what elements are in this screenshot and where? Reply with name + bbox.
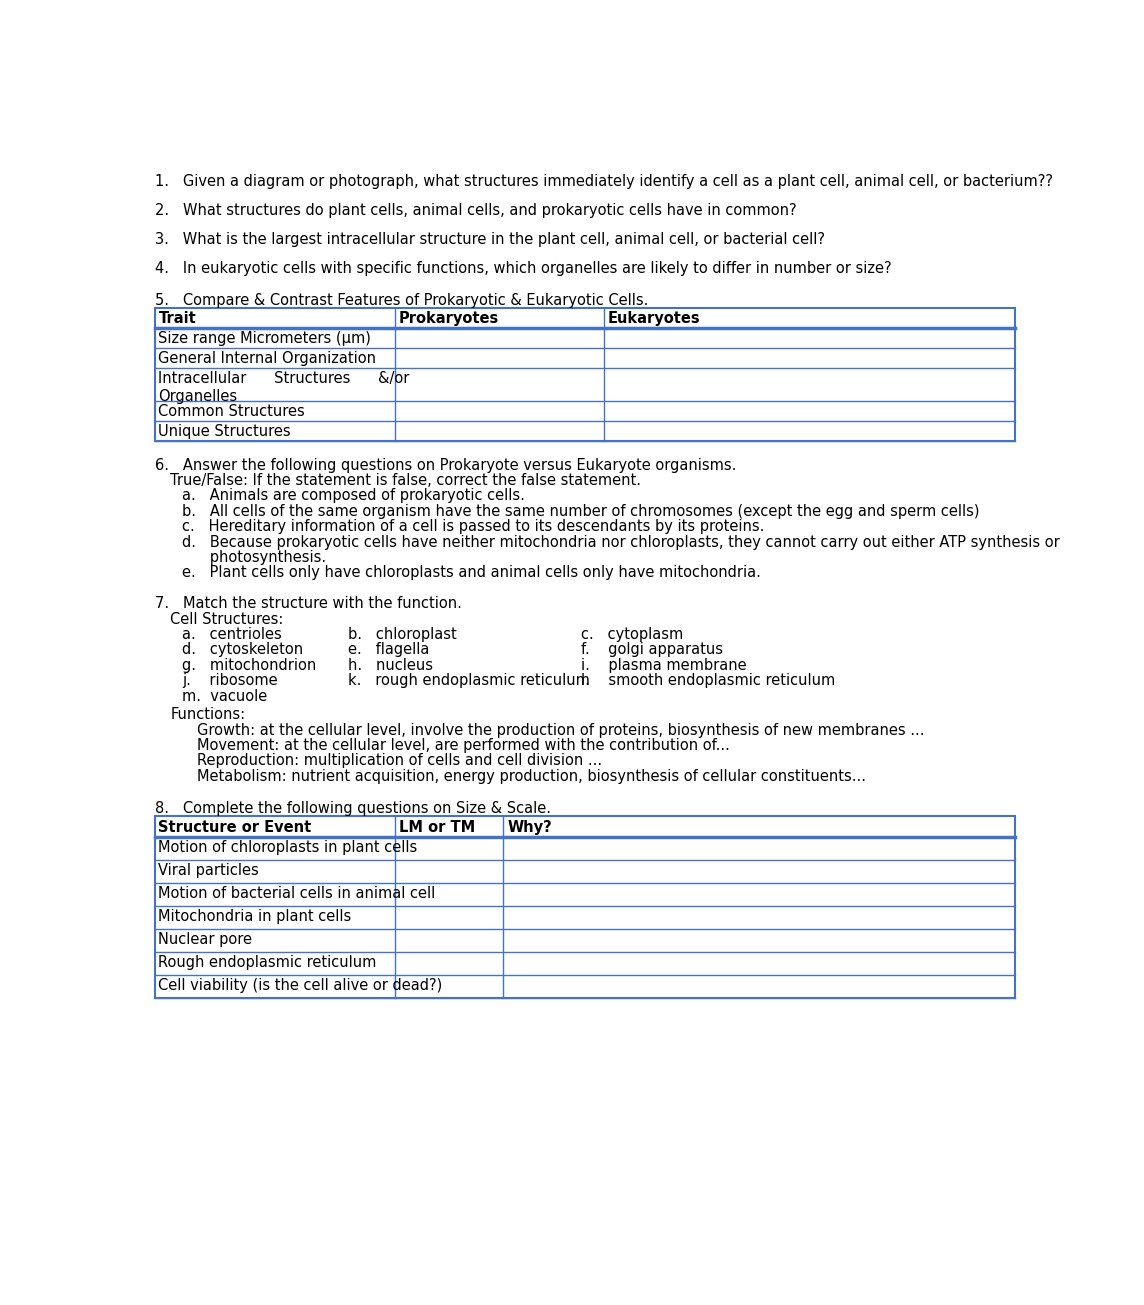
Text: Motion of chloroplasts in plant cells: Motion of chloroplasts in plant cells <box>159 839 418 855</box>
Text: b.   chloroplast: b. chloroplast <box>349 628 458 642</box>
Text: e.   flagella: e. flagella <box>349 642 430 658</box>
Text: Viral particles: Viral particles <box>159 863 260 878</box>
Text: photosynthesis.: photosynthesis. <box>182 551 326 565</box>
Text: k.   rough endoplasmic reticulum: k. rough endoplasmic reticulum <box>349 673 590 688</box>
Text: Unique Structures: Unique Structures <box>159 424 291 438</box>
Text: 5.   Compare & Contrast Features of Prokaryotic & Eukaryotic Cells.: 5. Compare & Contrast Features of Prokar… <box>154 292 648 308</box>
Text: Trait: Trait <box>159 312 197 326</box>
Text: 4.   In eukaryotic cells with specific functions, which organelles are likely to: 4. In eukaryotic cells with specific fun… <box>154 261 891 277</box>
Text: c.   Hereditary information of a cell is passed to its descendants by its protei: c. Hereditary information of a cell is p… <box>182 519 764 534</box>
Text: j.    ribosome: j. ribosome <box>182 673 277 688</box>
Text: 8.   Complete the following questions on Size & Scale.: 8. Complete the following questions on S… <box>154 801 550 816</box>
Text: d.   cytoskeleton: d. cytoskeleton <box>182 642 303 658</box>
Text: Reproduction: multiplication of cells and cell division ...: Reproduction: multiplication of cells an… <box>197 753 603 769</box>
Text: Movement: at the cellular level, are performed with the contribution of...: Movement: at the cellular level, are per… <box>197 737 730 753</box>
Text: l.    smooth endoplasmic reticulum: l. smooth endoplasmic reticulum <box>581 673 835 688</box>
Text: Functions:: Functions: <box>170 707 245 722</box>
Text: 2.   What structures do plant cells, animal cells, and prokaryotic cells have in: 2. What structures do plant cells, anima… <box>154 202 796 218</box>
Text: General Internal Organization: General Internal Organization <box>159 351 376 367</box>
Text: True/False: If the statement is false, correct the false statement.: True/False: If the statement is false, c… <box>170 474 641 488</box>
Text: Cell viability (is the cell alive or dead?): Cell viability (is the cell alive or dea… <box>159 979 443 993</box>
Text: Why?: Why? <box>507 820 553 835</box>
Text: Eukaryotes: Eukaryotes <box>607 312 700 326</box>
Text: Common Structures: Common Structures <box>159 403 305 419</box>
Bar <box>154 817 1015 998</box>
Text: m.  vacuole: m. vacuole <box>182 689 267 703</box>
Text: Mitochondria in plant cells: Mitochondria in plant cells <box>159 908 351 924</box>
Text: a.   centrioles: a. centrioles <box>182 628 281 642</box>
Text: Prokaryotes: Prokaryotes <box>399 312 499 326</box>
Bar <box>154 308 1015 441</box>
Text: Intracellular      Structures      &/or
Organelles: Intracellular Structures &/or Organelles <box>159 372 410 403</box>
Text: Motion of bacterial cells in animal cell: Motion of bacterial cells in animal cell <box>159 886 436 900</box>
Text: e.   Plant cells only have chloroplasts and animal cells only have mitochondria.: e. Plant cells only have chloroplasts an… <box>182 565 761 581</box>
Text: 7.   Match the structure with the function.: 7. Match the structure with the function… <box>154 596 461 611</box>
Text: i.    plasma membrane: i. plasma membrane <box>581 658 747 673</box>
Text: Cell Structures:: Cell Structures: <box>170 612 284 626</box>
Text: c.   cytoplasm: c. cytoplasm <box>581 628 683 642</box>
Text: d.   Because prokaryotic cells have neither mitochondria nor chloroplasts, they : d. Because prokaryotic cells have neithe… <box>182 535 1059 549</box>
Text: g.   mitochondrion: g. mitochondrion <box>182 658 316 673</box>
Text: Growth: at the cellular level, involve the production of proteins, biosynthesis : Growth: at the cellular level, involve t… <box>197 723 924 737</box>
Text: 3.   What is the largest intracellular structure in the plant cell, animal cell,: 3. What is the largest intracellular str… <box>154 232 825 247</box>
Text: Nuclear pore: Nuclear pore <box>159 932 253 947</box>
Text: 1.   Given a diagram or photograph, what structures immediately identify a cell : 1. Given a diagram or photograph, what s… <box>154 174 1052 188</box>
Text: b.   All cells of the same organism have the same number of chromosomes (except : b. All cells of the same organism have t… <box>182 504 979 519</box>
Text: a.   Animals are composed of prokaryotic cells.: a. Animals are composed of prokaryotic c… <box>182 488 525 504</box>
Text: Rough endoplasmic reticulum: Rough endoplasmic reticulum <box>159 955 376 970</box>
Text: Metabolism: nutrient acquisition, energy production, biosynthesis of cellular co: Metabolism: nutrient acquisition, energy… <box>197 769 866 784</box>
Text: Size range Micrometers (μm): Size range Micrometers (μm) <box>159 331 372 346</box>
Text: Structure or Event: Structure or Event <box>159 820 312 835</box>
Text: f.    golgi apparatus: f. golgi apparatus <box>581 642 723 658</box>
Text: h.   nucleus: h. nucleus <box>349 658 434 673</box>
Text: 6.   Answer the following questions on Prokaryote versus Eukaryote organisms.: 6. Answer the following questions on Pro… <box>154 458 736 472</box>
Text: LM or TM: LM or TM <box>399 820 475 835</box>
